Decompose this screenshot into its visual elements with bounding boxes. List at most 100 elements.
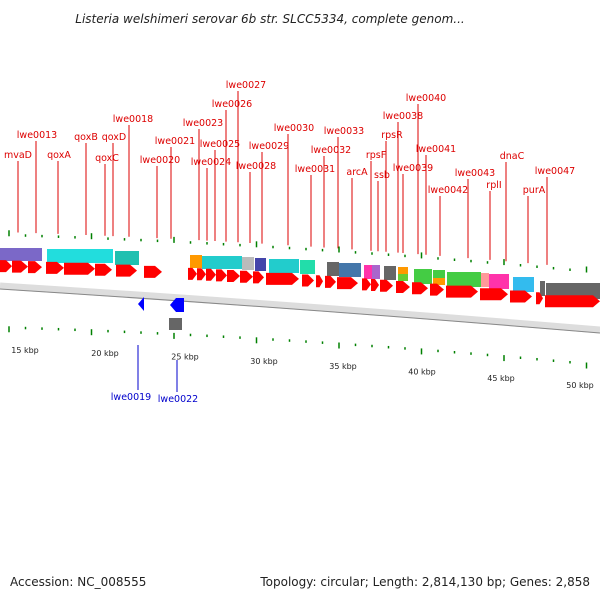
forward-gene-label: lwe0041 — [416, 144, 456, 155]
reverse-gene-labels: lwe0019 lwe0022 — [111, 392, 198, 405]
forward-cds-arrow — [144, 265, 162, 278]
forward-gene-label: mvaD — [4, 150, 32, 161]
feature-block — [489, 274, 509, 289]
feature-block — [447, 272, 481, 287]
forward-gene-label: rpsF — [366, 150, 386, 161]
forward-cds-arrow — [430, 283, 444, 296]
forward-cds-arrows — [0, 260, 600, 308]
feature-block — [372, 265, 380, 279]
feature-block — [481, 273, 489, 287]
feature-blocks — [0, 248, 600, 299]
forward-gene-label: lwe0040 — [406, 93, 446, 104]
forward-gene-label: lwe0039 — [393, 163, 433, 174]
feature-block — [398, 274, 408, 281]
forward-gene-label: lwe0018 — [113, 114, 153, 125]
reverse-cds-features — [138, 297, 184, 330]
forward-cds-arrow — [510, 290, 532, 303]
genome-backbone-edge — [0, 288, 600, 334]
forward-cds-arrow — [536, 292, 543, 305]
forward-cds-arrow — [396, 281, 410, 294]
feature-block — [398, 267, 408, 274]
feature-block — [433, 278, 445, 285]
forward-cds-arrow — [302, 274, 314, 287]
reverse-cds-arrow — [170, 298, 184, 312]
forward-cds-arrow — [197, 268, 206, 281]
forward-gene-label: lwe0032 — [311, 145, 351, 156]
feature-block — [339, 263, 361, 277]
reverse-gene-label: lwe0022 — [158, 394, 198, 405]
forward-gene-label: lwe0038 — [383, 111, 423, 122]
reverse-gene-label: lwe0019 — [111, 392, 151, 403]
kbp-label: 15 kbp — [11, 346, 39, 355]
forward-cds-arrow — [480, 288, 508, 301]
forward-gene-label: lwe0026 — [212, 99, 252, 110]
forward-gene-label: qoxB — [74, 132, 98, 143]
forward-gene-label: rplI — [486, 180, 501, 191]
forward-cds-arrow — [12, 260, 28, 273]
forward-cds-arrow — [325, 275, 336, 288]
feature-block — [364, 265, 372, 279]
feature-block — [300, 260, 315, 274]
forward-cds-arrow — [46, 261, 64, 274]
feature-block — [47, 249, 113, 263]
scale-tick-labels: 15 kbp 20 kbp 25 kbp 30 kbp 35 kbp 40 kbp 45 k… — [11, 346, 594, 390]
forward-cds-arrow — [95, 263, 112, 276]
forward-cds-arrow — [28, 261, 42, 274]
forward-cds-arrow — [253, 271, 264, 284]
forward-gene-label: ssb — [374, 170, 390, 181]
forward-gene-label: lwe0027 — [226, 80, 266, 91]
kbp-label: 30 kbp — [250, 357, 278, 366]
feature-block — [115, 251, 139, 265]
forward-cds-arrow — [316, 275, 323, 288]
forward-gene-label: lwe0031 — [295, 164, 335, 175]
forward-cds-arrow — [380, 279, 393, 292]
forward-gene-label: qoxC — [95, 153, 119, 164]
forward-gene-label: lwe0028 — [236, 161, 276, 172]
forward-gene-label: lwe0021 — [155, 136, 195, 147]
forward-cds-arrow — [227, 270, 240, 283]
forward-cds-arrow — [446, 285, 478, 298]
forward-gene-label: lwe0047 — [535, 166, 575, 177]
forward-cds-arrow — [337, 277, 358, 290]
forward-cds-arrow — [412, 282, 428, 295]
feature-block — [540, 281, 545, 296]
accession-text: Accession: NC_008555 — [10, 575, 146, 589]
feature-block — [546, 283, 600, 299]
forward-gene-label: lwe0043 — [455, 168, 495, 179]
forward-gene-label: rpsR — [381, 130, 403, 141]
feature-block — [513, 277, 534, 292]
forward-gene-label: dnaC — [500, 151, 525, 162]
forward-gene-label: lwe0025 — [200, 139, 240, 150]
topology-summary: Topology: circular; Length: 2,814,130 bp… — [259, 575, 590, 589]
forward-cds-arrow — [371, 278, 379, 291]
feature-block — [414, 269, 432, 284]
forward-cds-arrow — [0, 260, 12, 273]
forward-cds-arrow — [362, 278, 371, 291]
kbp-label: 20 kbp — [91, 349, 119, 358]
feature-block — [169, 318, 182, 330]
forward-gene-label: lwe0030 — [274, 123, 314, 134]
forward-cds-arrow — [116, 264, 137, 277]
forward-gene-label: lwe0024 — [191, 157, 231, 168]
forward-cds-arrow — [188, 267, 197, 280]
forward-gene-label: purA — [523, 185, 546, 196]
kbp-label: 35 kbp — [329, 362, 357, 371]
forward-gene-label: qoxD — [102, 132, 127, 143]
forward-cds-arrow — [206, 268, 216, 281]
forward-cds-arrow — [216, 269, 227, 282]
forward-gene-label: lwe0033 — [324, 126, 364, 137]
feature-block — [0, 248, 42, 261]
feature-block — [190, 255, 202, 268]
kbp-label: 45 kbp — [487, 374, 515, 383]
gene-label-leaders — [17, 91, 548, 392]
forward-gene-label: lwe0020 — [140, 155, 180, 166]
feature-block — [327, 262, 339, 276]
forward-cds-arrow — [545, 295, 600, 308]
forward-gene-label: lwe0029 — [249, 141, 289, 152]
kbp-label: 50 kbp — [566, 381, 594, 390]
feature-block — [433, 270, 445, 278]
feature-block — [255, 258, 266, 271]
forward-gene-label: arcA — [346, 167, 368, 178]
forward-gene-label: lwe0023 — [183, 118, 223, 129]
